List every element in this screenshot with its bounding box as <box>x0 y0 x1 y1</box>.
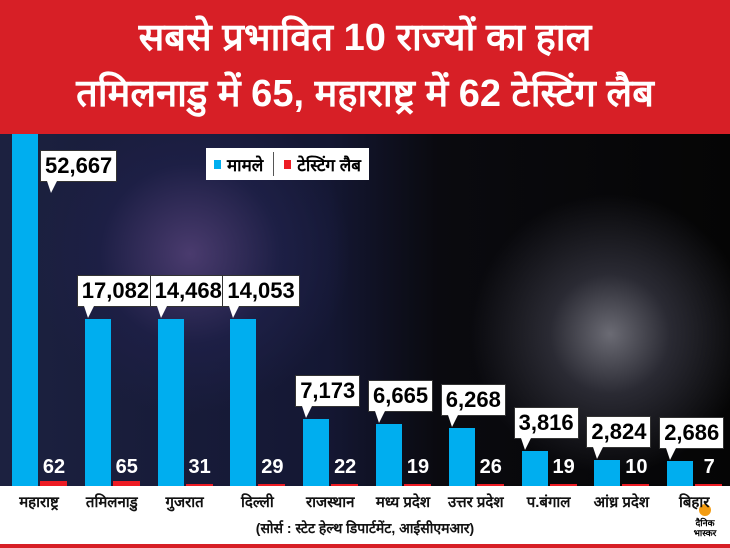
x-tick-label: बिहार <box>678 494 710 511</box>
legend-swatch-labs <box>284 159 292 169</box>
bar-cases <box>594 459 621 486</box>
bar-testing-labs <box>404 484 431 486</box>
bar-testing-labs <box>549 484 577 486</box>
data-label-labs: 7 <box>703 456 715 478</box>
bar-testing-labs <box>695 484 723 486</box>
data-label-cases: 14,468 <box>149 275 227 318</box>
logo-text: दैनिक भास्कर <box>693 518 717 538</box>
bar-cases <box>157 319 184 486</box>
legend-divider <box>273 152 275 176</box>
x-tick-label: गुजरात <box>165 494 204 511</box>
header-title: सबसे प्रभावित 10 राज्यों का हाल तमिलनाडु… <box>0 0 730 134</box>
x-axis-strip <box>0 486 730 548</box>
x-tick-label: महाराष्ट्र <box>19 494 59 511</box>
title-line-2: तमिलनाडु में 65, महाराष्ट्र में 62 टेस्ट… <box>76 73 654 115</box>
bar-testing-labs <box>258 483 286 486</box>
bar-cases <box>84 319 111 486</box>
bar-testing-labs <box>476 483 504 486</box>
data-label-cases: 7,173 <box>295 375 361 419</box>
legend-swatch-cases <box>214 159 221 169</box>
data-label-cases: 2,686 <box>659 417 725 461</box>
data-label-labs: 29 <box>261 456 284 478</box>
data-label-cases: 3,816 <box>513 406 579 450</box>
bar-cases <box>12 126 38 486</box>
bar-cases <box>667 461 694 486</box>
x-tick-label: उत्तर प्रदेश <box>448 494 504 511</box>
title-line-1: सबसे प्रभावित 10 राज्यों का हाल <box>138 17 592 59</box>
bar-testing-labs <box>622 484 650 486</box>
bar-testing-labs <box>331 484 359 486</box>
data-label-labs: 26 <box>479 456 502 478</box>
x-tick-label: आंध्र प्रदेश <box>593 494 650 511</box>
x-tick-label: दिल्ली <box>241 494 274 511</box>
data-label-labs: 10 <box>625 456 648 478</box>
data-label-cases: 6,268 <box>440 383 506 427</box>
bar-testing-labs <box>185 483 213 486</box>
legend-label-labs: टेस्टिंग लैब <box>297 155 361 175</box>
x-tick-label: प.बंगाल <box>526 494 571 511</box>
legend-label-cases: मामले <box>227 155 264 175</box>
x-tick-label: राजस्थान <box>305 494 355 511</box>
bar-cases <box>521 450 548 486</box>
bar-cases <box>303 419 330 486</box>
bar-cases <box>230 319 257 486</box>
x-tick-label: तमिलनाडु <box>85 494 138 511</box>
data-label-cases: 14,053 <box>222 275 300 318</box>
legend: मामले टेस्टिंग लैब <box>206 148 369 180</box>
data-label-labs: 22 <box>334 456 357 478</box>
data-label-labs: 65 <box>115 456 138 478</box>
bar-cases <box>376 424 402 486</box>
data-label-cases: 6,665 <box>368 380 434 423</box>
bar-cases <box>448 427 475 486</box>
data-label-cases: 52,667 <box>40 150 118 193</box>
data-label-labs: 19 <box>552 456 575 478</box>
x-tick-label: मध्य प्रदेश <box>375 494 431 511</box>
data-label-cases: 2,824 <box>586 415 652 459</box>
bottom-rule <box>0 544 730 548</box>
data-label-cases: 17,082 <box>76 275 155 318</box>
data-label-labs: 31 <box>188 456 211 478</box>
source-note: (सोर्स : स्टेट हेल्थ डिपार्टमेंट, आईसीएम… <box>255 520 475 536</box>
bar-testing-labs <box>112 480 140 486</box>
data-label-labs: 19 <box>406 456 430 478</box>
dainik-bhaskar-logo: दैनिक भास्कर <box>688 504 722 538</box>
bar-testing-labs <box>40 481 67 486</box>
data-label-labs: 62 <box>42 456 66 478</box>
